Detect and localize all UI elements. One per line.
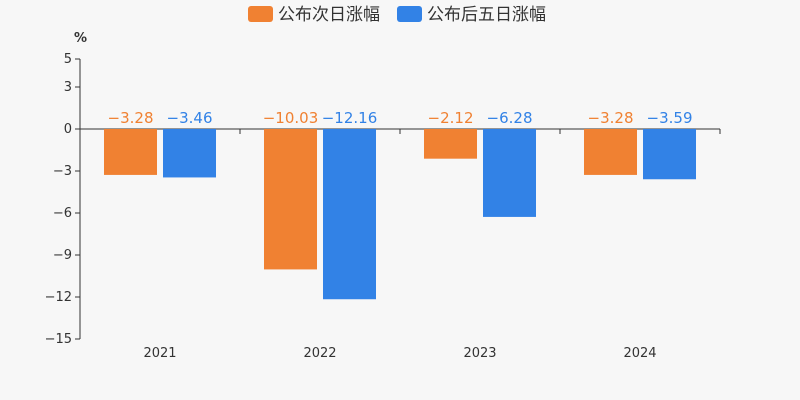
x-tick-label: 2023 (463, 346, 496, 361)
y-tick-label: −9 (53, 248, 72, 263)
bar-series-0 (424, 129, 477, 159)
legend-label-series-0: 公布次日涨幅 (278, 5, 380, 25)
data-label-series-0: −10.03 (263, 109, 319, 127)
bar-series-0 (584, 129, 637, 175)
data-label-series-1: −12.16 (322, 109, 378, 127)
legend-item-series-0[interactable]: 公布次日涨幅 (248, 5, 380, 25)
y-tick-label: −3 (53, 164, 72, 179)
y-tick-label: 0 (64, 122, 72, 137)
legend-swatch-series-1 (397, 6, 422, 22)
bar-series-1 (643, 129, 696, 180)
legend-item-series-1[interactable]: 公布后五日涨幅 (397, 5, 546, 25)
x-tick-label: 2021 (143, 346, 176, 361)
x-tick-label: 2022 (303, 346, 336, 361)
legend: 公布次日涨幅 公布后五日涨幅 (248, 5, 546, 25)
data-label-series-0: −3.28 (108, 109, 154, 127)
data-label-series-1: −3.46 (167, 109, 213, 127)
data-labels: −3.28 −3.46 −10.03 −12.16 −2.12 −6.28 −3.28 −3.… (108, 109, 693, 127)
data-label-series-0: −2.12 (428, 109, 474, 127)
bars (104, 129, 696, 300)
bar-series-1 (323, 129, 376, 300)
y-tick-label: −12 (45, 290, 72, 305)
bar-series-0 (264, 129, 317, 270)
axes: 5 3 0 −3 −6 −9 −12 −15 2021 2022 2023 2024 (45, 52, 721, 361)
bar-series-1 (163, 129, 216, 178)
legend-label-series-1: 公布后五日涨幅 (427, 5, 546, 25)
y-tick-label: −6 (53, 206, 72, 221)
bar-series-1 (483, 129, 536, 217)
bar-series-0 (104, 129, 157, 175)
legend-swatch-series-0 (248, 6, 273, 22)
data-label-series-1: −3.59 (647, 109, 693, 127)
data-label-series-1: −6.28 (487, 109, 533, 127)
y-tick-label: −15 (45, 332, 72, 347)
x-tick-label: 2024 (623, 346, 656, 361)
y-tick-label: 3 (64, 80, 72, 95)
y-tick-label: 5 (64, 52, 72, 67)
y-axis-unit-label: % (74, 31, 87, 46)
data-label-series-0: −3.28 (588, 109, 634, 127)
